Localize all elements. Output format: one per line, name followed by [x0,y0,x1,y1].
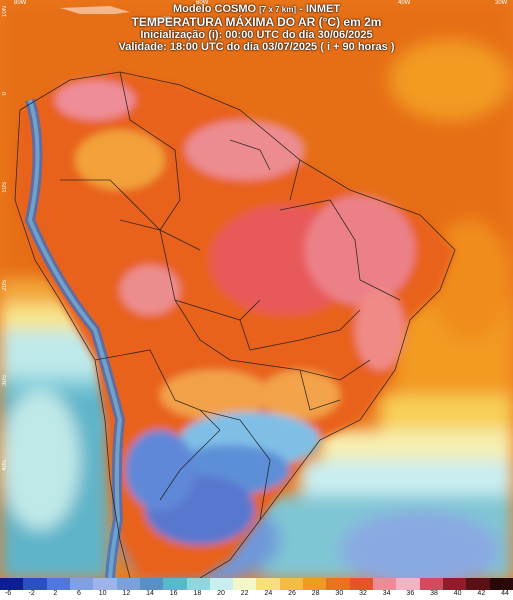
legend-value: 22 [240,590,249,597]
legend-swatch [93,578,117,590]
legend-value: 18 [193,590,202,597]
legend-value: -2 [28,590,35,597]
lat-label: 0 [2,92,8,96]
lat-label: 10S [2,182,8,193]
legend-swatch [46,578,70,590]
legend-value: 42 [477,590,486,597]
lat-label: 10N [2,6,8,18]
lon-label: 40W [398,0,411,6]
valid-time: Validade: 18:00 UTC do dia 03/07/2025 ( … [118,41,395,53]
legend-swatch [233,578,257,590]
legend-value: 34 [382,590,391,597]
legend-value: 12 [122,590,131,597]
legend-value: 6 [77,590,81,597]
model-resolution: [7 x 7 km] [259,5,297,14]
legend-swatch [139,578,164,590]
legend-value: 32 [359,590,367,597]
legend-value: 14 [146,590,154,597]
legend-swatch [279,578,304,590]
legend-swatch [466,578,490,590]
legend-value: 30 [335,590,344,597]
legend-swatch [23,578,47,590]
model-source: - INMET [299,3,341,15]
legend-value: 10 [98,590,107,597]
model-title: Modelo COSMO [7 x 7 km] - INMET [0,3,513,16]
legend-value: 26 [288,590,296,597]
legend-color-bar [0,578,513,590]
legend-value: 38 [430,590,438,597]
lon-label: 60W [196,0,209,6]
legend-swatch [349,578,373,590]
legend-value: 36 [406,590,415,597]
legend-swatch [186,578,210,590]
init-time: Inicialização (i): 00:00 UTC do dia 30/0… [140,29,373,41]
legend-value: 20 [217,590,225,597]
legend-swatch [419,578,443,590]
legend-value: 40 [453,590,462,597]
legend-swatch [116,578,140,590]
lon-label: 80W [14,0,27,6]
legend-swatch [209,578,234,590]
lat-label: 30S [2,375,8,386]
legend-swatch [256,578,280,590]
caribbean-islands [60,6,172,22]
legend-labels: -6 -2 2 6 10 12 14 16 18 20 22 24 26 28 30 32 34 36 38 40 42… [0,590,513,600]
lon-label: 30W [495,0,508,6]
lat-label: 40S [2,460,8,471]
legend-swatch [373,578,397,590]
legend-swatch [326,578,350,590]
legend-value: 2 [53,590,58,597]
model-name: Modelo COSMO [172,3,257,15]
legend-value: 24 [264,590,273,597]
legend-swatch [0,578,24,590]
legend-value: 16 [169,590,178,597]
legend-swatch [442,578,467,590]
legend-swatch [69,578,94,590]
legend-swatch [303,578,327,590]
variable-title: TEMPERATURA MÁXIMA DO AR (°C) em 2m [131,15,382,29]
lat-label: 20S [2,280,8,291]
legend-value: -6 [4,590,12,597]
legend-swatch [489,578,513,590]
map-header: Modelo COSMO [7 x 7 km] - INMET TEMPERAT… [0,0,513,53]
legend-value: 44 [501,590,509,597]
legend-swatch [396,578,420,590]
legend-swatch [163,578,187,590]
legend-value: 28 [311,590,320,597]
color-legend: -6 -2 2 6 10 12 14 16 18 20 22 24 26 28 30 32 34 36 38 40 42… [0,578,513,600]
country-borders [14,71,456,579]
land-field [15,72,455,578]
